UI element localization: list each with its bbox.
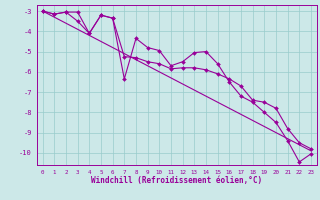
X-axis label: Windchill (Refroidissement éolien,°C): Windchill (Refroidissement éolien,°C) xyxy=(91,176,262,185)
